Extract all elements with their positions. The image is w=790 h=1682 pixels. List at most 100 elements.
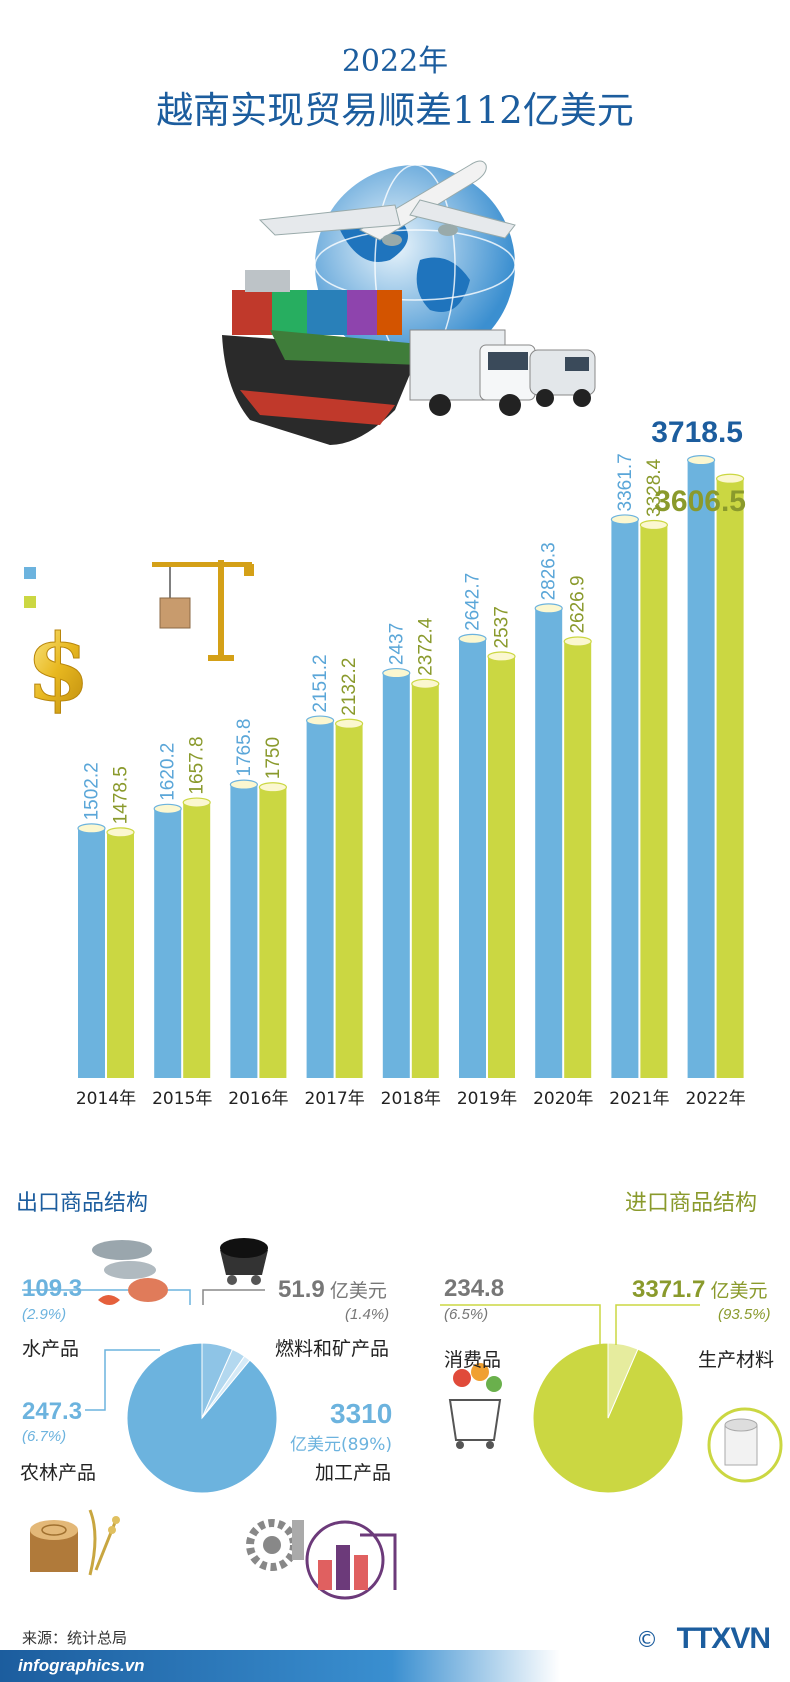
page-title: 越南实现贸易顺差112亿美元 — [156, 89, 634, 132]
import-bar-cap-5 — [487, 651, 516, 662]
svg-text:$: $ — [26, 614, 90, 722]
export-bar-cap-5 — [458, 633, 487, 645]
fuel-value: 51.9 — [278, 1276, 325, 1303]
import-value-label-3: 2132.2 — [339, 658, 360, 716]
wood-stump-icon — [30, 1520, 78, 1572]
export-bar-8 — [687, 460, 715, 1078]
leader-line-agri — [85, 1349, 160, 1411]
import-bar-8 — [716, 478, 744, 1079]
import-bar-cap-6 — [563, 636, 592, 647]
airplane-icon — [258, 160, 516, 246]
consumer-percent: (6.5%) — [444, 1306, 489, 1323]
seafood-label: 水产品 — [22, 1338, 80, 1360]
year-tick-label-7: 2021年 — [609, 1089, 669, 1109]
leader-line-consumer — [440, 1304, 601, 1350]
export-bar-3 — [306, 720, 334, 1078]
year-tick-label-3: 2017年 — [304, 1089, 364, 1109]
production-unit: 亿美元 — [710, 1280, 768, 1302]
source-note: 来源：统计总局 — [22, 1629, 128, 1647]
export-value-label-7: 3361.7 — [615, 453, 636, 511]
import-bar-0 — [107, 832, 134, 1078]
production-value: 3371.7 — [632, 1276, 706, 1303]
export-bar-cap-1 — [153, 803, 182, 814]
import-bar-6 — [564, 641, 592, 1078]
fuel-unit: 亿美元 — [329, 1280, 387, 1302]
import-pie-chart — [532, 1342, 684, 1494]
ttxvn-logo: TTXVN — [676, 1622, 771, 1655]
export-bar-2 — [230, 784, 258, 1078]
import-bar-cap-7 — [639, 519, 669, 531]
export-structure-title: 出口商品结构 — [16, 1191, 149, 1216]
import-bar-1 — [183, 802, 211, 1078]
export-value-label-5: 2642.7 — [463, 573, 484, 631]
leader-line-production — [615, 1304, 700, 1345]
dollar-icon: $ — [25, 614, 90, 723]
export-bar-4 — [382, 673, 410, 1078]
leader-line-seafood — [22, 1289, 191, 1305]
agri-label: 农林产品 — [20, 1462, 97, 1484]
import-bar-cap-8 — [715, 473, 745, 484]
consumer-value: 234.8 — [444, 1275, 505, 1302]
production-label: 生产材料 — [698, 1349, 775, 1371]
import-bar-5 — [488, 656, 515, 1078]
legend-swatch-green — [24, 596, 36, 608]
gear-piston-icon — [246, 1519, 304, 1571]
export-value-label-0: 1502.2 — [82, 762, 103, 820]
import-value-label-0: 1478.5 — [111, 766, 132, 824]
import-value-label-8: 3606.5 — [654, 485, 746, 518]
production-percent: (93.5%) — [718, 1306, 771, 1323]
year-tick-label-0: 2014年 — [76, 1089, 136, 1109]
van-icon — [529, 349, 596, 407]
export-bar-cap-2 — [229, 779, 258, 790]
export-bar-cap-3 — [306, 715, 335, 726]
crane-icon — [152, 560, 254, 661]
import-value-label-7: 3328.4 — [644, 458, 665, 517]
processed-value: 3310 — [330, 1398, 393, 1429]
import-value-label-6: 2626.9 — [568, 575, 589, 633]
fish-icon — [92, 1240, 168, 1305]
import-bar-cap-0 — [106, 827, 135, 838]
year-tick-label-2: 2016年 — [228, 1089, 288, 1109]
import-bar-2 — [259, 787, 287, 1078]
export-value-label-8: 3718.5 — [651, 416, 743, 449]
export-bar-cap-6 — [534, 603, 563, 614]
bar-chart: 1502.2 1478.5 2014年 1620.2 1657.8 2015年 1765.8… — [76, 416, 746, 1109]
agri-value: 247.3 — [22, 1398, 83, 1425]
processed-unit-percent: 亿美元(89%) — [290, 1435, 393, 1455]
import-structure-title: 进口商品结构 — [625, 1191, 758, 1216]
import-value-label-5: 2537 — [492, 606, 513, 648]
fuel-percent: (1.4%) — [345, 1306, 390, 1323]
export-bar-0 — [78, 828, 105, 1078]
import-value-label-2: 1750 — [263, 737, 284, 779]
export-value-label-3: 2151.2 — [310, 654, 331, 712]
footer-site-link[interactable]: infographics.vn — [18, 1656, 145, 1675]
agri-percent: (6.7%) — [22, 1428, 67, 1445]
fuel-label: 燃料和矿产品 — [275, 1338, 390, 1360]
production-value-row: 3371.7 亿美元 — [632, 1276, 768, 1304]
import-value-label-1: 1657.8 — [187, 736, 208, 794]
year-tick-label-8: 2022年 — [685, 1089, 745, 1109]
fuel-value-row: 51.9 亿美元 — [278, 1276, 387, 1304]
export-bar-5 — [459, 638, 486, 1078]
year-tick-label-5: 2019年 — [457, 1089, 517, 1109]
export-bar-6 — [535, 608, 563, 1078]
import-bar-7 — [640, 524, 668, 1078]
export-bar-cap-0 — [77, 823, 106, 834]
year-tick-label-1: 2015年 — [152, 1089, 212, 1109]
export-pie-chart — [126, 1342, 278, 1494]
coal-cart-icon — [220, 1238, 268, 1285]
export-value-label-2: 1765.8 — [234, 718, 255, 776]
cargo-ship-icon — [222, 270, 430, 445]
consumer-label: 消费品 — [444, 1349, 502, 1371]
paper-roll-icon — [707, 1407, 783, 1483]
seafood-value: 109.3 — [22, 1275, 83, 1302]
export-bar-cap-8 — [686, 455, 716, 466]
import-bar-cap-3 — [335, 718, 364, 729]
export-bar-cap-7 — [610, 514, 640, 525]
export-value-label-1: 1620.2 — [158, 743, 179, 801]
footer-bar — [0, 1650, 560, 1682]
export-pie-slice-3 — [201, 1355, 251, 1419]
legend-swatch-blue — [24, 567, 36, 579]
import-bar-4 — [411, 683, 439, 1078]
